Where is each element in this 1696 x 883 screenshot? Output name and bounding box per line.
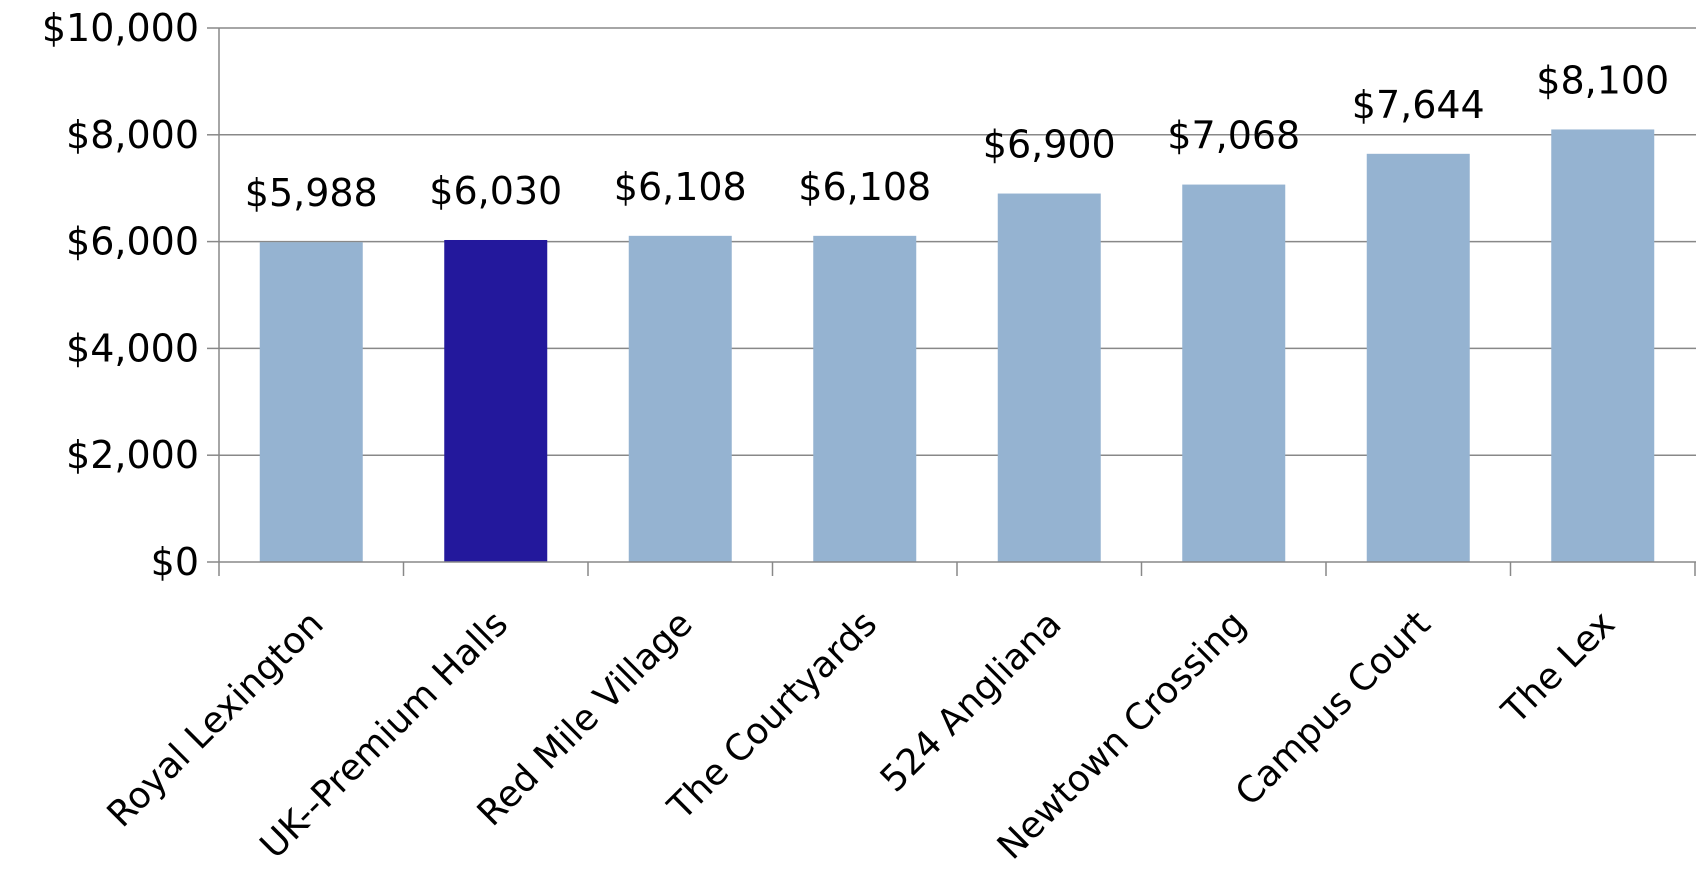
bar: [628, 235, 732, 562]
y-tick-labels: $0 $2,000 $4,000 $6,000 $8,000 $10,000: [42, 6, 199, 584]
bar: [813, 235, 917, 562]
data-label: $7,644: [1352, 83, 1485, 127]
y-tick-label: $6,000: [66, 220, 199, 264]
y-tick-label: $10,000: [42, 6, 199, 50]
x-category-label: The Lex: [1494, 603, 1623, 732]
y-tick-label: $0: [151, 540, 199, 584]
data-labels: $5,988 $6,030 $6,108 $6,108 $6,900 $7,068 $7,6…: [245, 58, 1669, 215]
data-label: $6,108: [614, 165, 747, 209]
bar: [259, 242, 363, 563]
bar: [444, 239, 548, 563]
data-label: $8,100: [1536, 58, 1669, 102]
data-label: $5,988: [245, 171, 378, 215]
bar: [997, 193, 1101, 563]
bar: [1366, 153, 1470, 562]
y-tick-label: $2,000: [66, 433, 199, 477]
bars: [259, 129, 1655, 563]
data-label: $7,068: [1167, 114, 1300, 158]
axes: [207, 27, 1696, 576]
data-label: $6,108: [798, 165, 931, 209]
y-tick-label: $4,000: [66, 326, 199, 370]
data-label: $6,030: [429, 169, 562, 213]
y-tick-label: $8,000: [66, 113, 199, 157]
x-category-label: Campus Court: [1228, 603, 1439, 814]
bar: [1182, 184, 1286, 563]
bar: [1551, 129, 1655, 562]
x-category-label: 524 Angliana: [873, 603, 1070, 800]
data-label: $6,900: [983, 123, 1116, 167]
